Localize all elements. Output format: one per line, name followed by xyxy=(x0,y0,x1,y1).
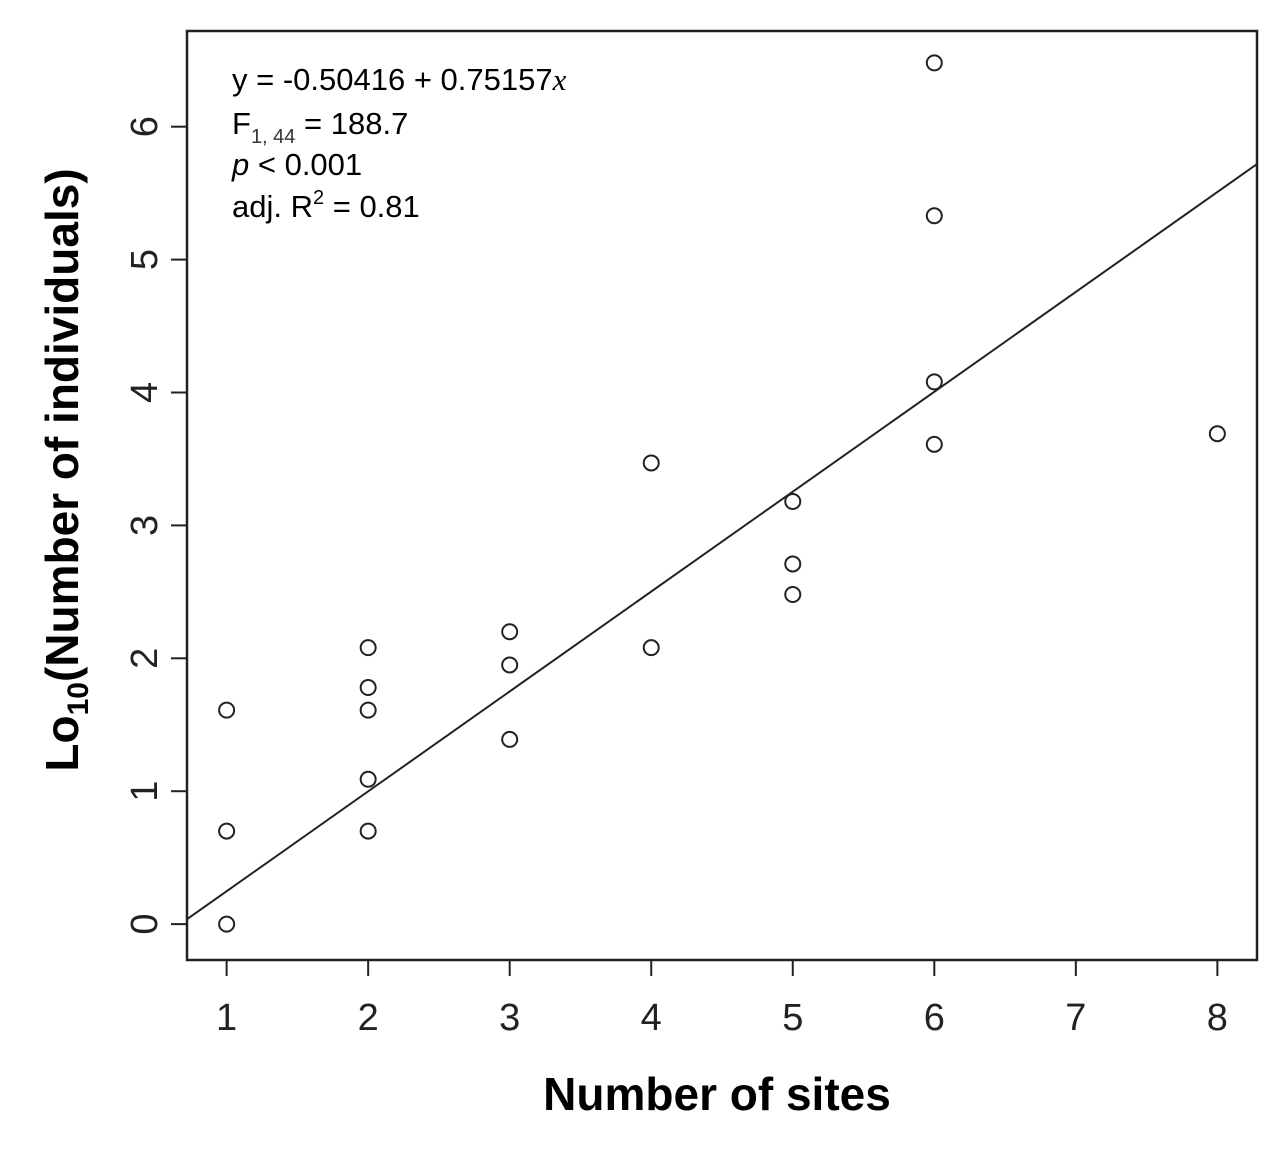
data-point xyxy=(218,701,236,719)
data-point xyxy=(925,54,943,72)
x-tick-label: 3 xyxy=(499,997,520,1039)
data-point xyxy=(359,701,377,719)
y-axis: 0 1 2 3 4 5 6 xyxy=(124,116,187,935)
x-tick-label: 7 xyxy=(1065,997,1086,1039)
x-tick-label: 1 xyxy=(216,997,237,1039)
p-value-text: p < 0.001 xyxy=(231,147,362,182)
data-point xyxy=(218,915,236,933)
x-tick-label: 8 xyxy=(1207,997,1228,1039)
data-point xyxy=(501,656,519,674)
x-tick-label: 2 xyxy=(358,997,379,1039)
plot-frame xyxy=(185,29,1259,962)
regression-line xyxy=(186,163,1258,921)
data-point xyxy=(218,822,236,840)
data-point xyxy=(501,730,519,748)
x-tick-label: 4 xyxy=(641,997,662,1039)
data-point xyxy=(784,492,802,510)
y-tick-label: 0 xyxy=(124,914,166,935)
y-tick-label: 4 xyxy=(124,382,166,403)
x-axis: 1 2 3 4 5 6 7 8 xyxy=(216,960,1228,1039)
x-tick-label: 6 xyxy=(924,997,945,1039)
y-tick-label: 6 xyxy=(124,116,166,137)
y-tick-label: 2 xyxy=(124,648,166,669)
data-point xyxy=(359,770,377,788)
f-statistic-text: F1, 44 = 188.7 xyxy=(232,106,408,148)
y-axis-title: Lo10(Number of individuals) xyxy=(36,168,95,771)
data-point xyxy=(925,435,943,453)
statistics-annotation: y = -0.50416 + 0.75157x F1, 44 = 188.7 p… xyxy=(231,62,567,224)
y-tick-label: 3 xyxy=(124,515,166,536)
data-point xyxy=(501,623,519,641)
data-point xyxy=(642,639,660,657)
y-tick-label: 1 xyxy=(124,781,166,802)
data-point xyxy=(642,454,660,472)
r-squared-text: adj. R2 = 0.81 xyxy=(232,187,420,224)
data-point xyxy=(359,639,377,657)
x-tick-label: 5 xyxy=(782,997,803,1039)
data-point xyxy=(359,679,377,697)
data-point xyxy=(1208,425,1226,443)
data-point xyxy=(925,373,943,391)
data-point xyxy=(784,555,802,573)
x-axis-title: Number of sites xyxy=(543,1068,891,1120)
y-tick-label: 5 xyxy=(124,249,166,270)
data-point xyxy=(784,586,802,604)
data-points xyxy=(218,54,1226,933)
data-point xyxy=(359,822,377,840)
equation-text: y = -0.50416 + 0.75157x xyxy=(232,62,567,97)
data-point xyxy=(925,207,943,225)
